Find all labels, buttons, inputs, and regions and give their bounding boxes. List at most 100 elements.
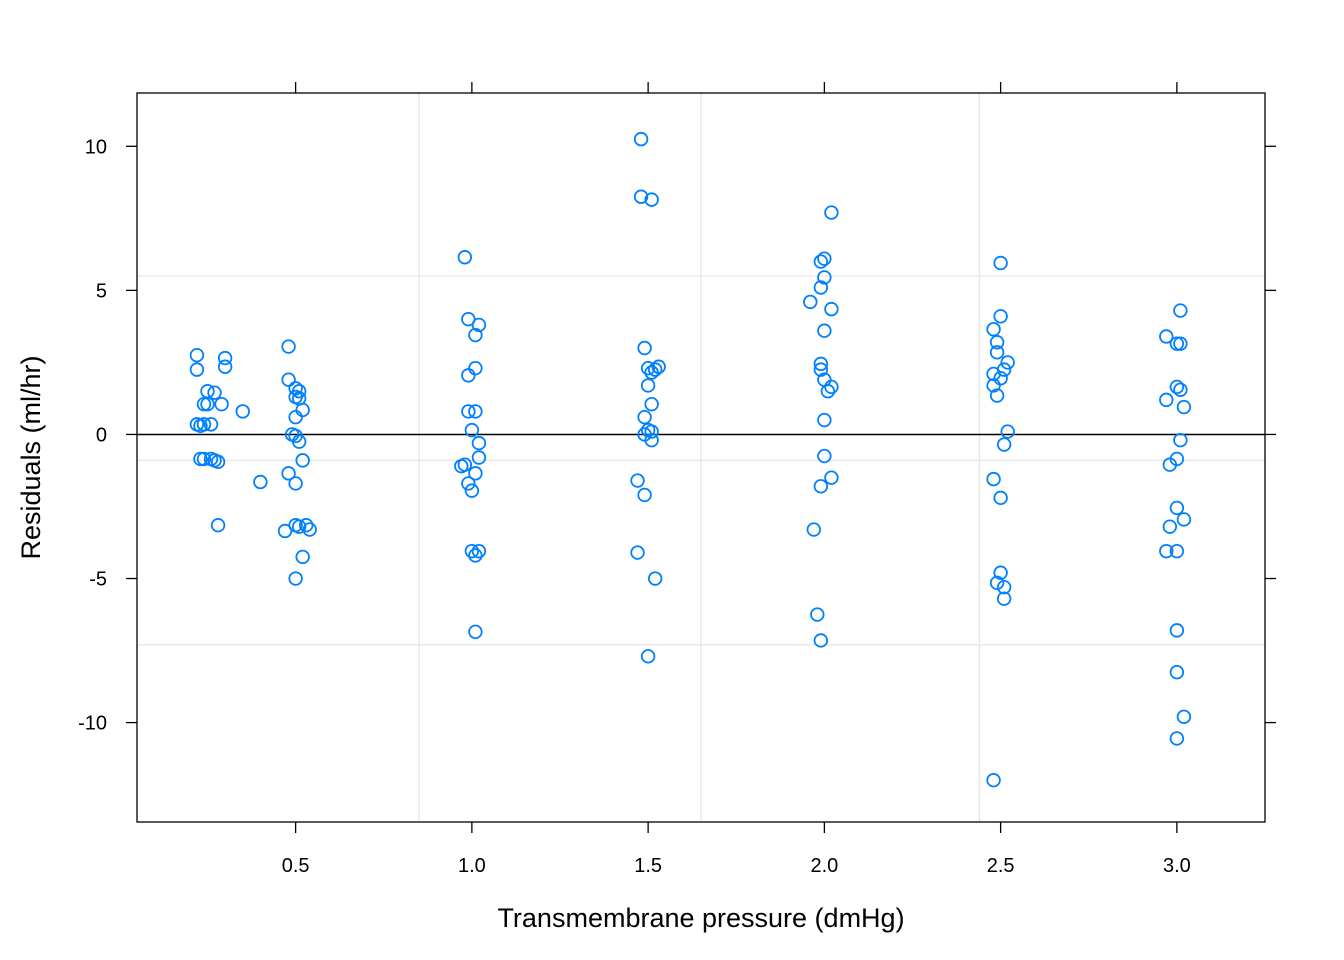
data-point: [996, 437, 1012, 452]
data-point: [196, 417, 212, 432]
data-point: [1173, 382, 1188, 397]
x-tick-label: 1.5: [634, 855, 662, 877]
data-point: [644, 192, 659, 207]
data-point: [200, 396, 215, 412]
data-point: [993, 255, 1008, 271]
data-point: [217, 350, 233, 366]
data-point: [1169, 664, 1185, 680]
data-point: [986, 322, 1001, 337]
data-point: [813, 479, 829, 494]
data-point: [996, 579, 1012, 595]
data-point: [813, 362, 829, 377]
data-point: [989, 388, 1005, 403]
data-point: [1159, 329, 1174, 344]
data-point: [288, 381, 303, 396]
data-point: [288, 571, 303, 586]
data-point: [633, 189, 649, 204]
data-point: [1000, 355, 1015, 370]
data-point: [810, 607, 825, 622]
grid-lines: [137, 93, 1265, 822]
data-point: [986, 773, 1001, 788]
data-point: [637, 409, 652, 425]
data-point: [464, 543, 480, 559]
data-point: [817, 412, 832, 428]
data-point: [471, 317, 487, 333]
tick-labels: 0.5 1.0 1.5 2.0 2.5 3.0 10 5 0 -5 -10: [78, 136, 1191, 877]
data-point: [189, 417, 205, 432]
data-point: [630, 473, 645, 488]
data-point: [820, 384, 836, 399]
data-point: [813, 356, 829, 372]
data-point: [281, 466, 296, 481]
y-axis-title: Residuals (ml/hr): [16, 355, 46, 559]
data-point: [1173, 303, 1188, 318]
data-point: [295, 402, 310, 418]
data-point: [824, 470, 839, 485]
y-tick-label: 0: [96, 424, 107, 446]
data-point: [210, 454, 226, 470]
data-point: [1162, 519, 1178, 534]
data-point: [464, 483, 480, 498]
data-point: [986, 471, 1001, 487]
data-point: [640, 360, 656, 376]
data-point: [302, 522, 317, 537]
data-point: [299, 518, 314, 533]
data-point: [993, 565, 1008, 580]
data-point: [461, 476, 476, 491]
data-point: [644, 396, 659, 412]
y-tick-label: 10: [85, 136, 107, 158]
data-point: [1169, 623, 1185, 638]
data-point: [813, 254, 829, 269]
data-point: [989, 335, 1005, 350]
data-point: [471, 435, 487, 451]
data-point: [281, 372, 296, 387]
data-point: [817, 448, 832, 464]
data-point: [1169, 731, 1185, 746]
data-point: [468, 548, 483, 563]
data-point: [253, 474, 268, 490]
data-point: [1169, 336, 1185, 351]
data-point: [196, 451, 212, 467]
data-point: [806, 522, 822, 537]
data-point: [461, 368, 476, 383]
x-tick-label: 0.5: [282, 855, 310, 877]
data-point: [468, 327, 483, 343]
data-point: [630, 545, 645, 560]
data-point: [291, 519, 307, 534]
data-point: [189, 362, 205, 377]
data-point: [468, 360, 483, 376]
data-point: [214, 396, 229, 412]
data-point: [1162, 457, 1178, 472]
data-point: [295, 549, 310, 565]
data-point: [1169, 379, 1185, 395]
data-point: [640, 649, 656, 664]
data-point: [640, 378, 656, 393]
y-tick-label: -10: [78, 713, 107, 735]
data-point: [464, 422, 480, 438]
data-point: [457, 250, 473, 265]
data-point: [1176, 709, 1192, 725]
data-point: [203, 417, 219, 432]
data-point: [986, 366, 1001, 382]
data-point: [644, 433, 659, 448]
data-point: [1159, 392, 1174, 408]
data-point: [817, 270, 832, 285]
data-point: [637, 340, 652, 356]
data-point: [644, 424, 659, 439]
data-point: [817, 323, 832, 338]
data-point: [1173, 433, 1188, 448]
data-point: [651, 359, 666, 374]
data-point: [637, 487, 652, 503]
data-point: [468, 404, 483, 419]
data-point: [647, 362, 663, 377]
x-tick-label: 2.0: [810, 855, 838, 877]
data-points: [189, 131, 1192, 788]
data-point: [210, 518, 226, 533]
data-point: [207, 385, 222, 400]
data-point: [1176, 512, 1192, 527]
data-point: [989, 345, 1005, 360]
data-point: [468, 624, 483, 640]
x-tick-label: 2.5: [987, 855, 1015, 877]
data-point: [235, 404, 250, 419]
data-point: [454, 458, 469, 474]
